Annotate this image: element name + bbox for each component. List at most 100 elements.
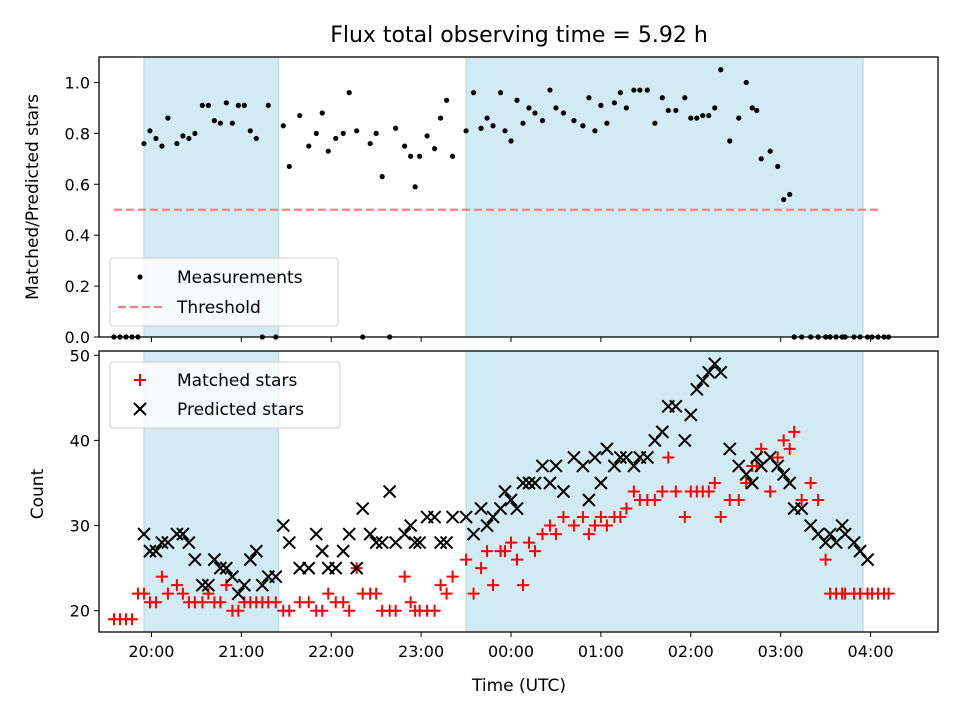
measurement-point (694, 115, 700, 121)
measurement-point (547, 87, 553, 93)
y-tick-label: 40 (70, 431, 90, 450)
matched-star-point (220, 579, 233, 592)
predicted-star-point (516, 476, 530, 490)
predicted-star-point (269, 569, 283, 584)
measurement-point (241, 102, 247, 108)
matched-star-point (702, 485, 715, 498)
matched-star-point (467, 587, 480, 600)
measurement-point (449, 153, 456, 159)
measurement-point (333, 135, 339, 142)
predicted-star-point (195, 578, 210, 592)
predicted-star-point (207, 552, 222, 567)
measurement-point (340, 130, 346, 136)
predicted-star-point (556, 484, 571, 499)
legend-predicted-label: Predicted stars (177, 400, 304, 420)
predicted-star-point (412, 535, 427, 550)
matched-star-point (398, 570, 411, 583)
predicted-star-point (745, 476, 759, 490)
axis-ticks-bottom: 20 30 40 50 20:00 21:00 22:00 23:00 00:00 01:00 02… (70, 346, 894, 661)
matched-star-point (795, 494, 808, 507)
y-ticks-top: 0.0 0.2 0.4 0.6 0.8 1.0 (65, 73, 879, 347)
measurement-point (153, 135, 159, 142)
predicted-star-point (170, 527, 184, 541)
measurement-point (367, 140, 373, 147)
measurement-point (611, 100, 617, 106)
matched-star-point (214, 596, 227, 609)
measurement-point (211, 118, 217, 124)
measurement-point (417, 153, 423, 159)
matched-star-point (594, 511, 607, 524)
x-tick-label: 20:00 (128, 642, 174, 661)
matched-star-point (440, 587, 453, 600)
measurement-point (478, 125, 484, 131)
measurement-point (580, 123, 586, 129)
matched-star-point (322, 587, 335, 600)
measurement-point (553, 105, 559, 111)
matched-star-point (343, 604, 356, 617)
y-tick-label: 0.0 (65, 328, 90, 347)
matched-star-point (176, 587, 189, 600)
matched-star-point (678, 511, 691, 524)
matched-star-point (536, 528, 549, 541)
predicted-star-point (522, 476, 536, 490)
predicted-star-point (498, 484, 512, 499)
predicted-star-point (188, 552, 202, 567)
predicted-star-point (823, 527, 837, 541)
measurement-point (463, 128, 469, 134)
predicted-star-point (427, 510, 442, 524)
predicted-star-point (860, 552, 875, 567)
measurement-point (297, 112, 303, 119)
matched-star-point (662, 451, 675, 464)
matched-star-point (155, 570, 168, 583)
bottom-legend-box (109, 361, 341, 429)
measurement-point (598, 102, 604, 108)
predicted-star-point (149, 544, 163, 558)
matched-star-point (549, 528, 562, 541)
measurement-point (617, 90, 623, 96)
matched-star-point (316, 604, 329, 617)
measurement-point (592, 128, 598, 134)
predicted-star-point (182, 535, 196, 550)
matched-star-point (783, 442, 796, 455)
predicted-star-point (723, 442, 737, 456)
predicted-star-point (480, 518, 494, 533)
predicted-star-point (708, 357, 722, 371)
legend-measurements-label: Measurements (177, 268, 303, 288)
measurement-point (520, 120, 526, 126)
predicted-star-point (369, 535, 383, 550)
matched-star-point (337, 596, 350, 609)
y-tick-label: 0.6 (65, 175, 90, 194)
matched-star-point (777, 434, 790, 447)
predicted-star-point (835, 518, 849, 533)
matched-star-point (302, 596, 315, 609)
measurement-point (749, 105, 755, 111)
legend-threshold-label: Threshold (176, 298, 261, 318)
bottom-y-axis-label: Count (28, 468, 48, 519)
matched-star-point (740, 476, 753, 489)
predicted-star-point (176, 527, 190, 541)
measurement-point (673, 107, 679, 114)
measurement-point (736, 115, 742, 121)
predicted-star-point (329, 561, 343, 575)
measurement-point (700, 112, 706, 119)
measurement-point (412, 184, 418, 190)
measurement-point (604, 120, 610, 126)
measurement-point (560, 110, 567, 116)
measurement-point (637, 87, 643, 93)
measurement-point (539, 118, 546, 124)
observing-window-band (465, 56, 864, 338)
predicted-star-point (363, 527, 377, 541)
measurement-point (652, 120, 658, 126)
matched-star-point (557, 511, 570, 524)
predicted-star-point (782, 476, 797, 490)
measurement-point (379, 174, 385, 180)
predicted-star-point (255, 578, 270, 592)
matched-star-point (196, 596, 209, 609)
matched-star-point (434, 579, 447, 592)
predicted-star-point (510, 501, 524, 516)
predicted-star-point (143, 544, 157, 558)
predicted-star-point (627, 459, 641, 473)
ratio-panel: 0.0 0.2 0.4 0.6 0.8 1.0 Matched/Predicted sta… (23, 56, 939, 347)
observing-window-bands (143, 56, 864, 338)
matched-star-point (428, 604, 441, 617)
